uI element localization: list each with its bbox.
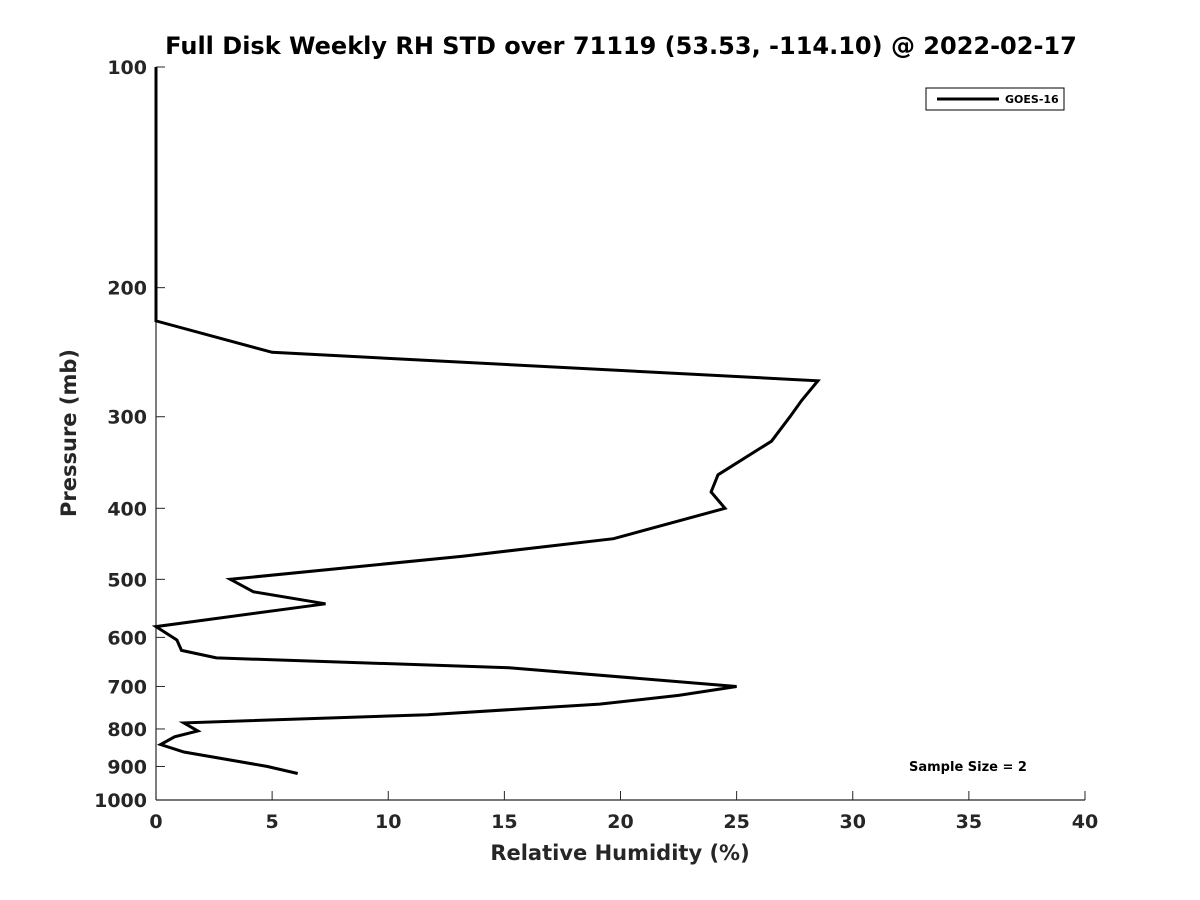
x-tick-label: 5 bbox=[266, 811, 279, 833]
ticks: 0 5 10 15 20 25 30 35 40 100 200 300 400 500 600 700 800… bbox=[94, 57, 1098, 833]
y-tick-label: 1000 bbox=[94, 790, 147, 812]
x-axis-label: Relative Humidity (%) bbox=[490, 841, 749, 865]
y-tick-label: 700 bbox=[107, 676, 147, 698]
x-tick-label: 15 bbox=[491, 811, 517, 833]
y-tick-label: 300 bbox=[107, 407, 147, 429]
y-tick-label: 100 bbox=[107, 57, 147, 79]
y-tick-label: 600 bbox=[107, 627, 147, 649]
chart-title: Full Disk Weekly RH STD over 71119 (53.5… bbox=[165, 32, 1077, 60]
x-tick-label: 40 bbox=[1072, 811, 1098, 833]
series-line-goes-16 bbox=[151, 67, 821, 775]
x-tick-label: 25 bbox=[723, 811, 749, 833]
x-tick-label: 0 bbox=[149, 811, 162, 833]
legend-label-goes-16: GOES-16 bbox=[1005, 93, 1059, 106]
x-tick-label: 20 bbox=[607, 811, 633, 833]
x-tick-label: 35 bbox=[956, 811, 982, 833]
sample-size-annotation: Sample Size = 2 bbox=[909, 760, 1027, 775]
y-axis-label: Pressure (mb) bbox=[57, 349, 81, 517]
x-tick-label: 10 bbox=[375, 811, 401, 833]
y-tick-label: 500 bbox=[107, 569, 147, 591]
y-tick-label: 200 bbox=[107, 278, 147, 300]
y-tick-label: 900 bbox=[107, 756, 147, 778]
x-tick-label: 30 bbox=[840, 811, 866, 833]
y-tick-label: 400 bbox=[107, 498, 147, 520]
legend: GOES-16 bbox=[925, 87, 1065, 111]
series-group bbox=[151, 67, 821, 775]
y-tick-label: 800 bbox=[107, 719, 147, 741]
